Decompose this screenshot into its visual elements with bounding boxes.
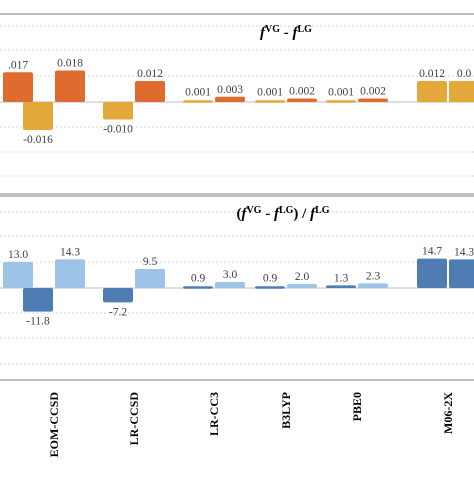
bar-series-b [287,284,317,288]
title-paren: ( [236,206,241,222]
bar-series-b [287,98,317,102]
data-label: 0.0 [457,68,472,80]
data-label: -11.8 [26,316,50,328]
title-paren: ) [293,206,298,222]
data-label: -7.2 [109,306,127,318]
title-f: f [260,25,267,41]
chart-title: (fVG - fLG) / fLG [236,205,329,223]
bar-series-b [358,283,388,288]
bar-series-a [103,288,133,303]
x-tick-label: LR-CCSD [127,392,141,446]
data-label: 0.012 [137,68,163,80]
x-tick-label: EOM-CCSD [47,392,61,458]
bar-series-b [135,81,165,102]
x-tick-label: LR-CC3 [207,392,221,436]
data-label: 14.3 [60,246,80,258]
chart-panel-2: 13.0 -11.8 14.3 -7.2 9.5 0.9 3.0 0.9 2.0 1.3 2.3 14… [0,193,474,381]
title-sup: LG [279,205,294,216]
bar-series-a [183,100,213,103]
data-label: 0.001 [328,87,354,99]
data-label: 0.012 [419,68,445,80]
data-label: 13.0 [8,249,28,261]
data-label: .017 [8,59,28,71]
panel-frame [0,193,474,381]
data-label: 2.3 [366,270,381,282]
data-label: 0.9 [191,273,206,285]
x-tick-label: PBE0 [350,392,364,421]
bar-series-b [55,259,85,288]
data-label: 0.9 [263,273,278,285]
title-f: f [274,206,281,222]
title-divide: / [298,206,310,222]
bar-series-b [3,262,33,288]
data-label: 0.002 [289,86,315,98]
title-sup: LG [315,205,330,216]
data-label: 9.5 [143,256,158,268]
bar-series-a [23,102,53,130]
title-sup: VG [246,205,261,216]
data-label: 14.7 [422,246,442,258]
chart-title: fVG - fLG [260,24,312,42]
data-label: -0.010 [103,124,133,136]
x-tick-label: M06-2X [441,392,455,434]
data-label: 0.018 [57,58,83,70]
data-label: 0.001 [257,87,283,99]
bar-series-b [55,70,85,102]
panel-frame [0,13,474,197]
bar-series-a [449,81,474,102]
bar-series-b [358,98,388,102]
title-minus: - [261,206,274,222]
bar-series-a [326,100,356,103]
bar-series-a [449,259,474,288]
data-label: 3.0 [223,269,238,281]
data-label: -0.016 [23,134,53,146]
x-tick-label: B3LYP [279,392,293,429]
bar-series-a [417,258,447,288]
data-label: 2.0 [295,271,310,283]
data-label: 0.001 [185,87,211,99]
data-label: 1.3 [334,272,349,284]
bar-series-b [215,282,245,288]
title-f: f [241,206,248,222]
data-label: 14.3 [454,246,474,258]
title-f: f [310,206,317,222]
bar-series-a [183,286,213,289]
data-label: 0.003 [217,84,243,96]
bar-series-a [326,285,356,288]
title-sup: VG [265,24,280,35]
bar-series-b [215,96,245,102]
title-minus: - [280,25,293,41]
title-sup: LG [298,24,313,35]
bar-series-b [135,269,165,288]
data-label: 0.002 [360,86,386,98]
bar-series-a [103,102,133,120]
bar-series-a [23,288,53,312]
bar-series-a [417,81,447,102]
title-f: f [293,25,300,41]
bar-series-b [3,72,33,102]
bar-series-a [255,100,285,103]
bar-series-a [255,286,285,289]
